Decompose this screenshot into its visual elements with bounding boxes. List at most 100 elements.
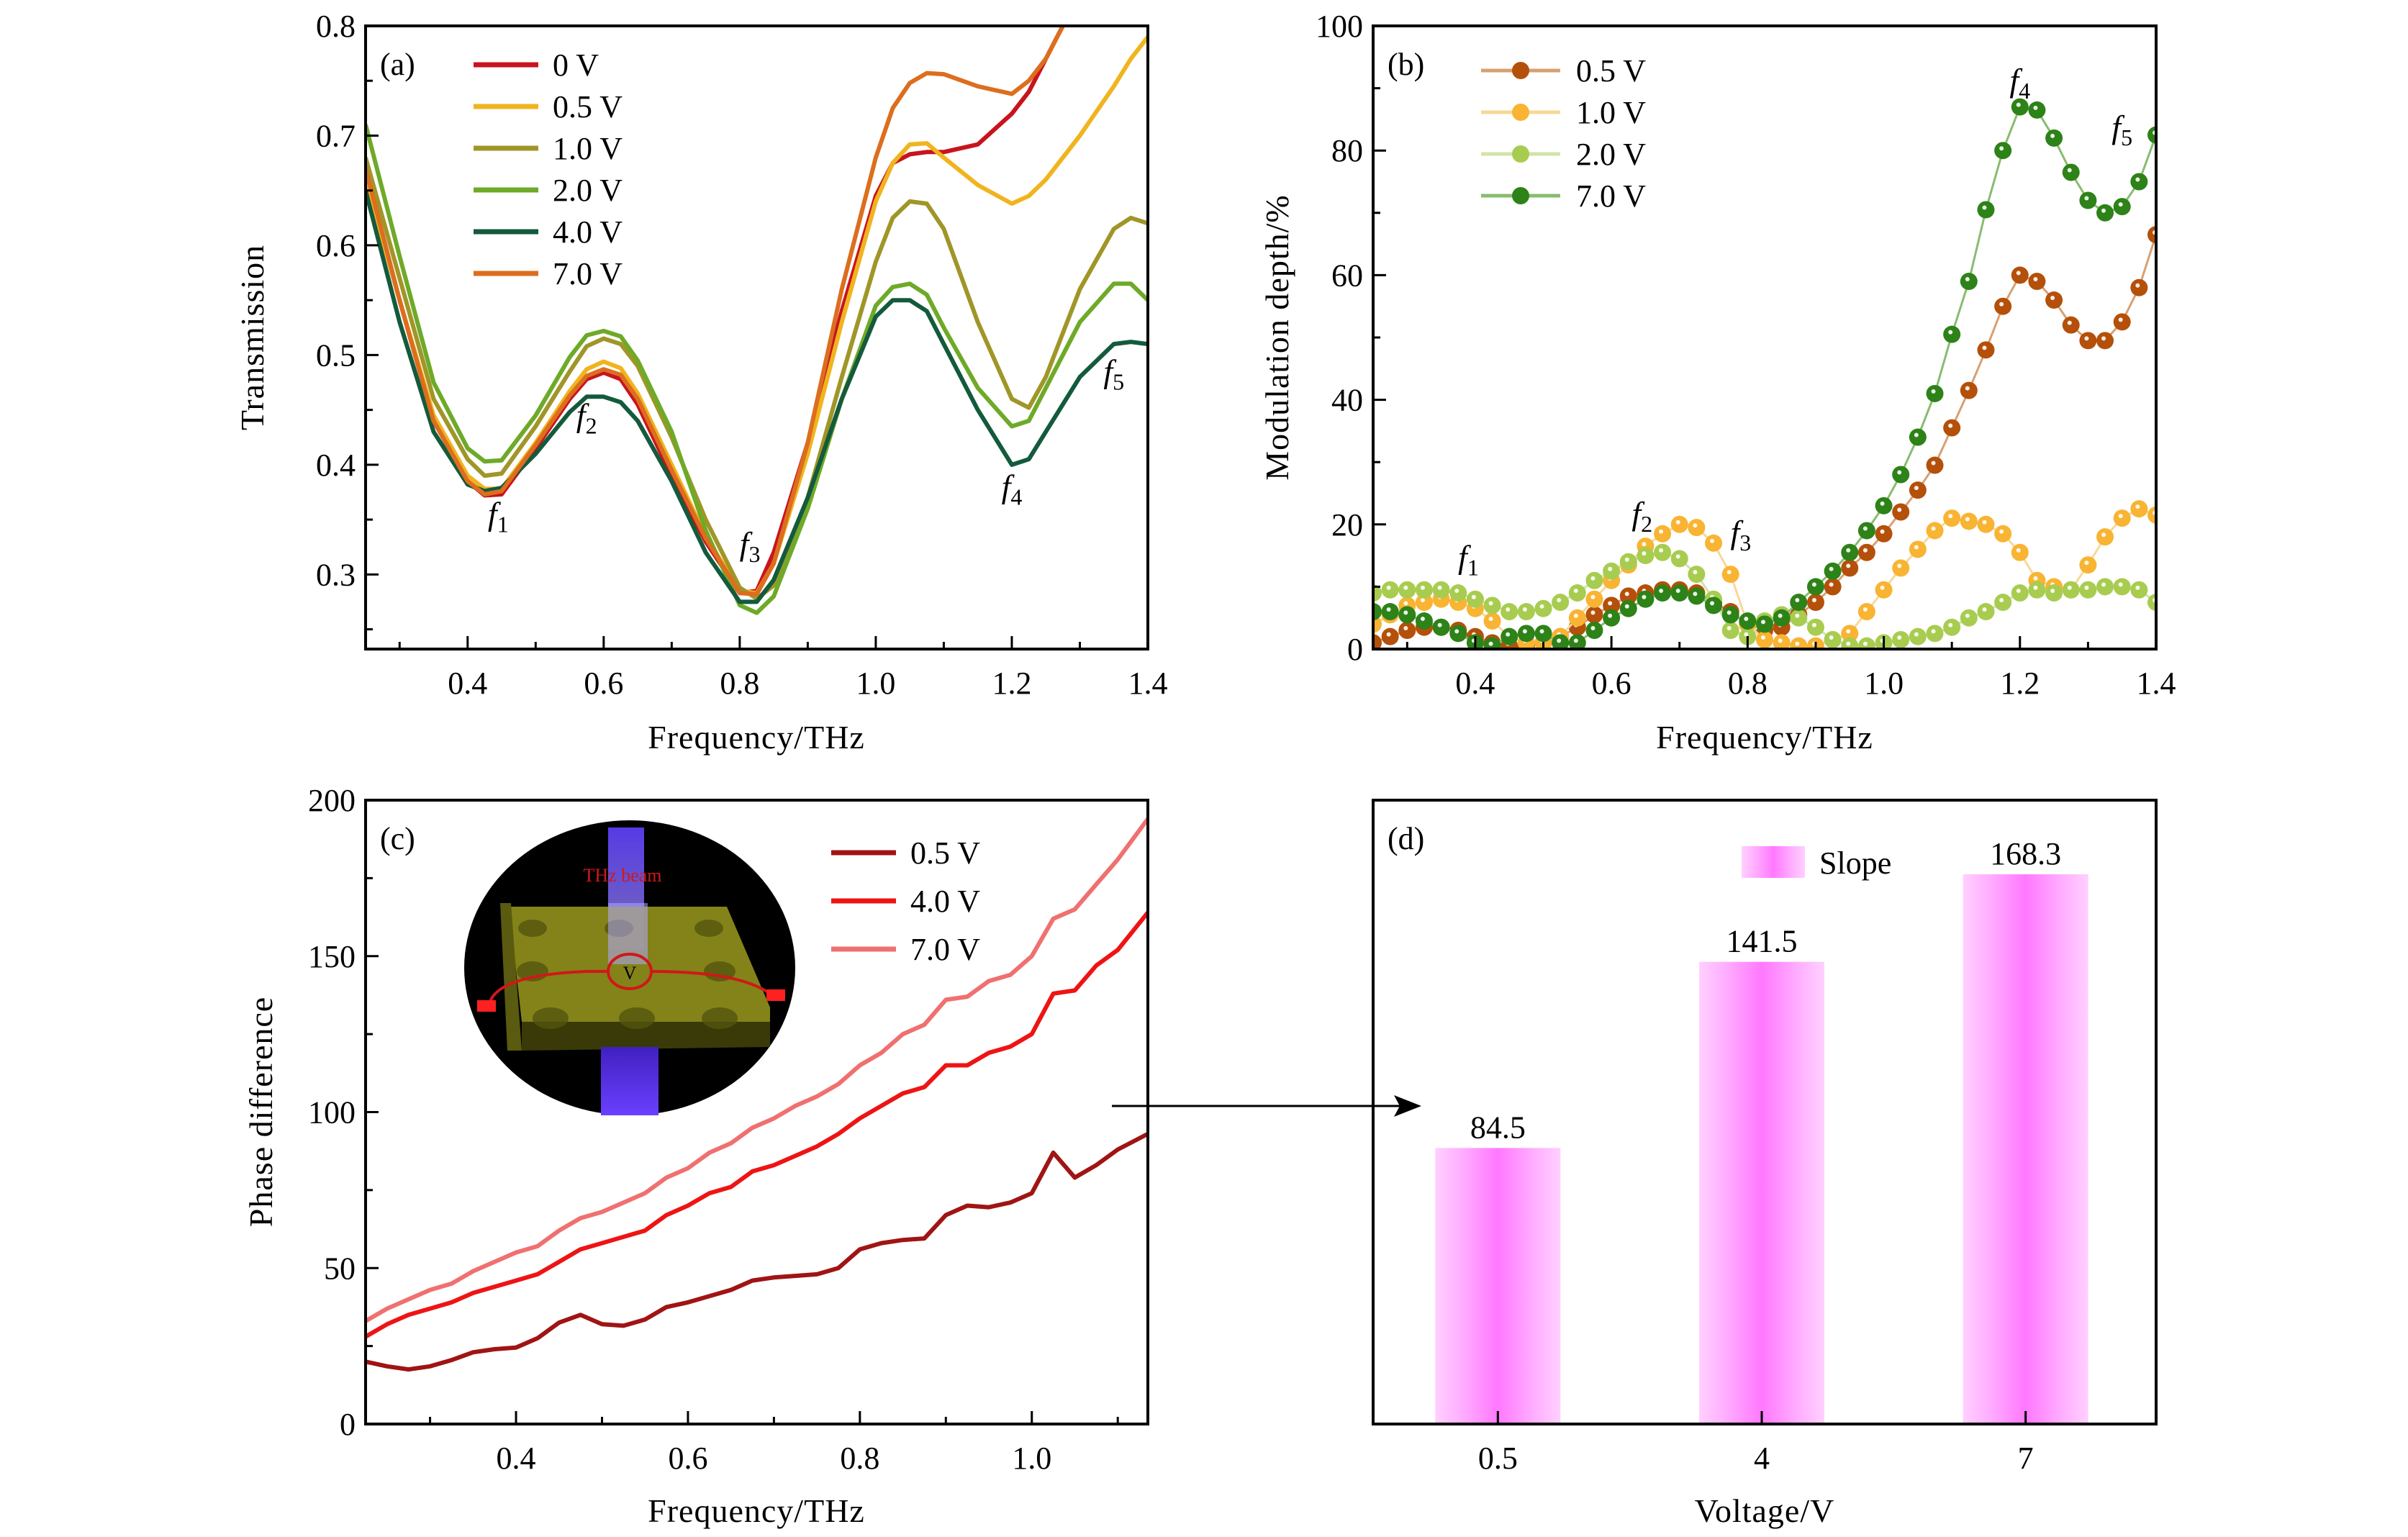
annotation-f3: f3 [740, 525, 761, 567]
data-point-highlight [1522, 629, 1527, 634]
x-tick-label: 1.2 [992, 666, 1031, 701]
annotation-f4: f4 [1002, 468, 1023, 510]
data-point-highlight [1659, 548, 1664, 553]
x-tick-label: 0.8 [1728, 666, 1767, 701]
data-point [1432, 581, 1450, 599]
x-tick-label: 4 [1754, 1441, 1770, 1476]
data-point-highlight [2118, 514, 2123, 519]
data-point [2147, 126, 2156, 144]
data-point [1994, 594, 2012, 612]
data-point-highlight [1624, 591, 1629, 597]
data-point [1654, 584, 1672, 602]
data-point [2113, 198, 2131, 216]
data-point [1977, 341, 1995, 359]
y-tick-label: 0.6 [316, 228, 356, 263]
data-point [1806, 618, 1824, 636]
voltage-wire [488, 970, 775, 1005]
x-tick-label: 0.8 [720, 666, 759, 701]
data-point [1415, 612, 1433, 630]
series-line-05V [366, 1132, 1148, 1372]
legend-label: 7.0 V [1576, 178, 1646, 214]
y-tick-label: 100 [308, 1095, 356, 1130]
data-point [1960, 273, 1978, 291]
data-point [1534, 599, 1552, 617]
data-point-highlight [2050, 296, 2055, 301]
data-point [2028, 581, 2046, 599]
device-schematic-inset: V THz beam [464, 820, 795, 1115]
y-tick-label: 50 [324, 1251, 356, 1286]
data-point [1943, 419, 1961, 437]
y-tick-label: 40 [1331, 383, 1363, 418]
data-point-highlight [1608, 613, 1613, 618]
data-point-highlight [1488, 601, 1493, 606]
y-tick-label: 0 [340, 1407, 356, 1442]
data-point [2096, 204, 2114, 222]
data-point [2147, 226, 2156, 244]
annotation-f2: f2 [576, 396, 597, 438]
data-point-highlight [1608, 601, 1613, 606]
data-point [1857, 543, 1875, 561]
data-point-highlight [1829, 566, 1834, 571]
data-point [1790, 609, 1808, 627]
panel-d-xlabel: Voltage/V [1695, 1492, 1835, 1529]
data-point-highlight [1403, 610, 1408, 615]
data-point [1483, 637, 1501, 649]
data-point-highlight [1590, 610, 1595, 615]
data-point [1994, 297, 2012, 315]
data-point-highlight [1999, 301, 2004, 307]
data-point-highlight [2135, 585, 2140, 590]
data-point [1688, 566, 1706, 584]
legend-label-slope: Slope [1819, 845, 1891, 881]
bar-value-label: 84.5 [1470, 1110, 1526, 1145]
data-point-highlight [1675, 589, 1680, 594]
data-point [2113, 509, 2131, 527]
annotation-f3: f3 [1730, 514, 1751, 556]
data-point-highlight [1862, 526, 1868, 531]
data-point [1688, 519, 1706, 537]
data-point [1398, 622, 1416, 640]
data-point [1483, 612, 1501, 630]
data-point [2045, 129, 2063, 147]
data-point [1824, 578, 1842, 596]
panel-a-transmission: 0.4 0.6 0.8 1.0 1.2 1.4 0.3 0.4 0.5 0.6 0.7 0.8 (a)… [234, 9, 1168, 756]
data-point [1926, 625, 1944, 643]
data-point-highlight [1557, 598, 1562, 603]
data-point [2011, 266, 2029, 284]
data-point [1619, 553, 1637, 571]
data-point [1654, 525, 1672, 543]
legend-swatch-slope [1742, 846, 1805, 878]
data-point [1841, 559, 1859, 577]
y-tick-label: 0 [1347, 632, 1363, 667]
legend-swatch-marker [1512, 62, 1529, 79]
data-point [1670, 584, 1688, 602]
data-point [2045, 584, 2063, 602]
data-point-highlight [1999, 529, 2004, 534]
annotation-subscript: 3 [1739, 530, 1751, 556]
data-point-highlight [2067, 320, 2072, 325]
data-point [2130, 278, 2148, 296]
annotation-subscript: 1 [497, 512, 509, 538]
data-point [2147, 506, 2156, 524]
data-point [1603, 609, 1621, 627]
data-point [2028, 273, 2046, 291]
annotation-subscript: 5 [1113, 369, 1124, 395]
y-tick-label: 0.8 [316, 9, 356, 44]
legend-label: 7.0 V [910, 932, 980, 967]
data-point-highlight [2067, 168, 2072, 173]
data-point [1943, 618, 1961, 636]
data-point-highlight [1693, 591, 1698, 597]
panel-a-xlabel: Frequency/THz [648, 719, 865, 756]
data-point [2079, 581, 2097, 599]
data-point [1790, 594, 1808, 612]
y-tick-label: 80 [1331, 133, 1363, 168]
data-point [1909, 481, 1927, 499]
data-point [1432, 618, 1450, 636]
data-point [1449, 584, 1467, 602]
data-point-highlight [1897, 563, 1902, 568]
voltage-source-circle [607, 953, 653, 990]
data-point [1398, 606, 1416, 624]
data-point [1739, 612, 1757, 630]
legend-label: 1.0 V [1576, 95, 1646, 130]
data-point [2045, 291, 2063, 309]
